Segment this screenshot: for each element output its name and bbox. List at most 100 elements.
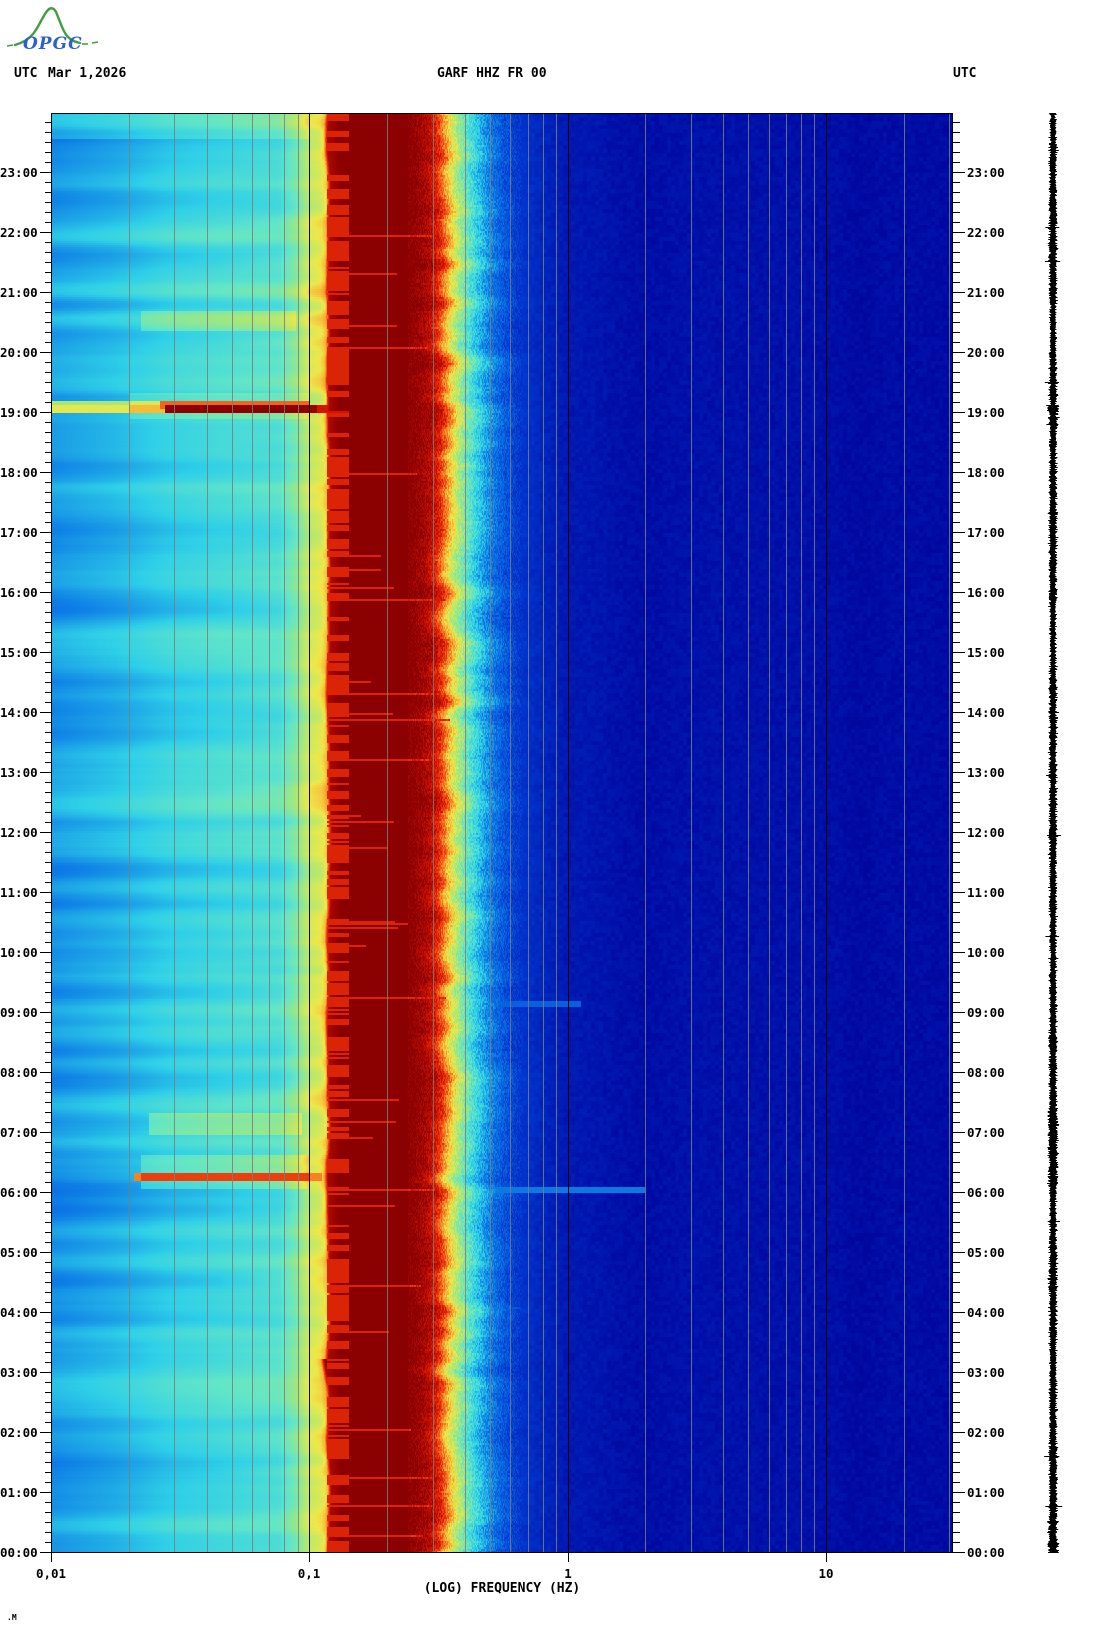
hour-tick-right — [953, 172, 965, 173]
minor-tick-left — [45, 922, 51, 923]
time-label-left: 05:00 — [0, 1245, 38, 1260]
minor-tick-right — [953, 1262, 960, 1263]
hour-tick-left — [40, 712, 51, 713]
minor-tick-right — [953, 302, 960, 303]
time-label-right: 14:00 — [967, 705, 1005, 720]
hour-tick-left — [40, 832, 51, 833]
minor-tick-left — [45, 1182, 51, 1183]
time-label-left: 13:00 — [0, 765, 38, 780]
hour-tick-right — [953, 1252, 965, 1253]
minor-tick-left — [45, 1342, 51, 1343]
time-label-left: 06:00 — [0, 1185, 38, 1200]
minor-tick-right — [953, 762, 960, 763]
time-label-right: 11:00 — [967, 885, 1005, 900]
minor-tick-right — [953, 742, 960, 743]
hour-tick-left — [40, 292, 51, 293]
time-label-left: 22:00 — [0, 225, 38, 240]
minor-tick-right — [953, 1302, 960, 1303]
minor-tick-right — [953, 1022, 960, 1023]
minor-tick-right — [953, 202, 960, 203]
minor-tick-right — [953, 1052, 960, 1053]
hour-tick-right — [953, 1552, 965, 1553]
minor-tick-right — [953, 862, 960, 863]
minor-tick-left — [45, 1522, 51, 1523]
logo-mountain-line — [6, 44, 14, 47]
minor-tick-left — [45, 902, 51, 903]
time-label-left: 02:00 — [0, 1425, 38, 1440]
minor-tick-left — [45, 742, 51, 743]
time-label-right: 00:00 — [967, 1545, 1005, 1560]
minor-tick-left — [45, 442, 51, 443]
minor-tick-right — [953, 572, 960, 573]
minor-tick-left — [45, 572, 51, 573]
minor-tick-right — [953, 1472, 960, 1473]
minor-tick-left — [45, 732, 51, 733]
minor-tick-left — [45, 482, 51, 483]
hour-tick-right — [953, 1432, 965, 1433]
minor-tick-right — [953, 972, 960, 973]
minor-tick-left — [45, 122, 51, 123]
logo-mountain — [13, 7, 82, 47]
minor-tick-left — [45, 272, 51, 273]
minor-tick-left — [45, 262, 51, 263]
minor-tick-left — [45, 622, 51, 623]
minor-tick-left — [45, 602, 51, 603]
minor-tick-right — [953, 1452, 960, 1453]
minor-tick-left — [45, 332, 51, 333]
hour-tick-right — [953, 352, 965, 353]
minor-tick-left — [45, 792, 51, 793]
hour-tick-right — [953, 1312, 965, 1313]
minor-tick-right — [953, 672, 960, 673]
minor-tick-right — [953, 1522, 960, 1523]
minor-tick-left — [45, 752, 51, 753]
minor-tick-left — [45, 1162, 51, 1163]
minor-tick-right — [953, 1482, 960, 1483]
minor-tick-right — [953, 1382, 960, 1383]
hour-tick-left — [40, 472, 51, 473]
minor-tick-left — [45, 1142, 51, 1143]
minor-tick-right — [953, 402, 960, 403]
minor-tick-right — [953, 462, 960, 463]
minor-tick-right — [953, 342, 960, 343]
hour-tick-left — [40, 892, 51, 893]
time-label-right: 08:00 — [967, 1065, 1005, 1080]
minor-tick-right — [953, 1512, 960, 1513]
hour-tick-right — [953, 1192, 965, 1193]
freq-tick — [568, 1553, 569, 1562]
minor-tick-right — [953, 1172, 960, 1173]
logo-dashes — [82, 41, 99, 45]
minor-tick-right — [953, 1532, 960, 1533]
hour-tick-right — [953, 592, 965, 593]
minor-tick-left — [45, 672, 51, 673]
time-label-right: 09:00 — [967, 1005, 1005, 1020]
minor-tick-right — [953, 1402, 960, 1403]
minor-tick-right — [953, 432, 960, 433]
time-label-left: 23:00 — [0, 165, 38, 180]
hour-tick-right — [953, 952, 965, 953]
minor-tick-left — [45, 1442, 51, 1443]
freq-tick-label: 10 — [818, 1566, 834, 1581]
time-label-right: 03:00 — [967, 1365, 1005, 1380]
minor-tick-left — [45, 422, 51, 423]
minor-tick-right — [953, 962, 960, 963]
minor-tick-right — [953, 1222, 960, 1223]
hour-tick-right — [953, 412, 965, 413]
time-label-left: 14:00 — [0, 705, 38, 720]
minor-tick-right — [953, 1502, 960, 1503]
minor-tick-right — [953, 792, 960, 793]
minor-tick-right — [953, 852, 960, 853]
minor-tick-left — [45, 1212, 51, 1213]
time-label-left: 17:00 — [0, 525, 38, 540]
logo-text: OPGC — [23, 34, 83, 52]
minor-tick-left — [45, 802, 51, 803]
minor-tick-left — [45, 662, 51, 663]
minor-tick-left — [45, 862, 51, 863]
hour-tick-right — [953, 712, 965, 713]
minor-tick-right — [953, 392, 960, 393]
minor-tick-left — [45, 182, 51, 183]
hour-tick-right — [953, 772, 965, 773]
header-utc-left: UTC — [14, 66, 38, 81]
time-label-right: 01:00 — [967, 1485, 1005, 1500]
minor-tick-right — [953, 1232, 960, 1233]
